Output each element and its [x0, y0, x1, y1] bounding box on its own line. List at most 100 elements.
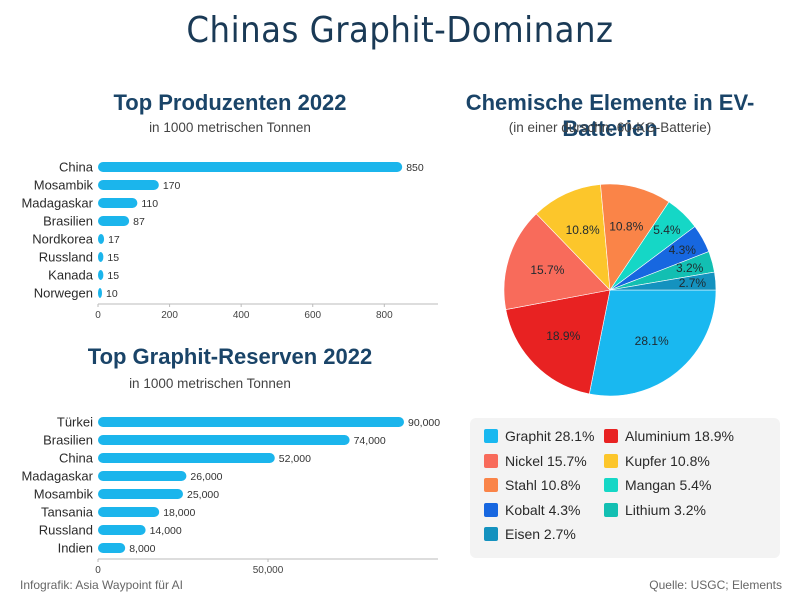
- legend-label: Nickel 15.7%: [505, 452, 587, 469]
- reserves-value-label: 74,000: [354, 435, 386, 447]
- producers-value-label: 170: [163, 180, 181, 192]
- producers-x-tick-label: 200: [161, 310, 178, 321]
- legend-swatch: [484, 453, 498, 468]
- pie-slice-aluminium: [505, 289, 611, 395]
- legend-item-aluminium: Aluminium 18.9%: [604, 428, 734, 444]
- reserves-subtitle: in 1000 metrischen Tonnen: [129, 376, 291, 391]
- producers-category-label: Mosambik: [34, 178, 94, 193]
- legend-item-eisen: Eisen 2.7%: [484, 526, 576, 542]
- battery-title: Chemische Elemente in EV-Batterien: [465, 90, 755, 141]
- producers-category-label: China: [59, 160, 94, 175]
- producers-category-label: Norwegen: [34, 286, 93, 301]
- reserves-value-label: 25,000: [187, 489, 219, 501]
- legend-swatch: [484, 478, 498, 492]
- reserves-category-label: Mosambik: [34, 487, 94, 502]
- reserves-bar: [98, 507, 160, 517]
- legend-item-stahl: Stahl 10.8%: [484, 477, 581, 493]
- producers-title: Top Produzenten 2022: [113, 90, 347, 115]
- pie-slice-label: 5.4%: [653, 223, 681, 237]
- legend-label: Graphit 28.1%: [505, 428, 595, 444]
- reserves-bar: [98, 525, 146, 535]
- legend-label: Kobalt 4.3%: [505, 501, 581, 518]
- reserves-category-label: Tansania: [41, 505, 94, 520]
- reserves-category-label: Russland: [39, 523, 93, 538]
- pie-slice-eisen: [609, 271, 717, 291]
- producers-bar: [98, 180, 159, 190]
- reserves-x-tick-label: 50,000: [253, 565, 284, 576]
- producers-value-label: 87: [133, 216, 145, 228]
- producers-category-label: Nordkorea: [32, 232, 93, 247]
- producers-category-label: Brasilien: [43, 214, 93, 229]
- legend-label: Mangan 5.4%: [625, 477, 712, 493]
- producers-bar: [98, 162, 403, 172]
- reserves-value-label: 52,000: [279, 453, 311, 465]
- reserves-value-label: 26,000: [190, 471, 222, 483]
- pie-slice-label: 28.1%: [635, 334, 669, 348]
- producers-x-tick-label: 600: [304, 310, 321, 321]
- producers-x-tick-label: 800: [376, 310, 393, 321]
- producers-x-tick-label: 0: [95, 310, 101, 321]
- battery-subtitle: (in einer durschn. 60-KG-Batterie): [508, 120, 712, 135]
- reserves-value-label: 90,000: [408, 417, 440, 429]
- producers-bar: [98, 198, 138, 208]
- producers-bar-chart: China 850 Mosambik 170 Madagaskar 110 Brasilie…: [21, 160, 438, 321]
- legend-item-nickel: Nickel 15.7%: [484, 453, 587, 469]
- producers-bar: [98, 234, 105, 244]
- legend-swatch: [484, 502, 498, 517]
- legend-swatch: [604, 478, 618, 492]
- reserves-x-tick-label: 0: [95, 565, 101, 576]
- legend-item-mangan: Mangan 5.4%: [604, 477, 711, 493]
- legend-item-kupfer: Kupfer 10.8%: [604, 453, 710, 469]
- footer-credit: Infografik: Asia Waypoint für AI: [20, 578, 183, 592]
- pie-slice-nickel: [503, 213, 611, 310]
- pie-slice-label: 3.2%: [676, 261, 704, 275]
- legend-label: Aluminium 18.9%: [625, 428, 734, 444]
- producers-value-label: 15: [107, 270, 119, 282]
- legend-swatch: [484, 527, 498, 541]
- pie-slice-label: 10.8%: [609, 219, 643, 233]
- reserves-bar-chart: Türkei 90,000 Brasilien 74,000 China 52,000 Ma…: [21, 415, 440, 577]
- producers-value-label: 850: [406, 162, 424, 174]
- producers-value-label: 110: [141, 198, 158, 210]
- pie-slice-label: 2.7%: [679, 276, 707, 290]
- reserves-bar: [98, 471, 187, 481]
- producers-bar: [98, 252, 104, 262]
- producers-bar: [98, 270, 104, 280]
- pie-slice-label: 4.3%: [669, 243, 697, 257]
- producers-subtitle: in 1000 metrischen Tonnen: [149, 120, 311, 135]
- pie-legend: Graphit 28.1% Aluminium 18.9% Nickel 15.7%…: [470, 418, 780, 558]
- footer-source: Quelle: USGC; Elements: [649, 578, 782, 592]
- pie-slice-label: 15.7%: [530, 263, 564, 277]
- battery-pie-chart: 28.1% 18.9% 15.7% 10.8% 10.8% 5.4% 4.3% 3.2%2.7…: [503, 183, 717, 397]
- reserves-title: Top Graphit-Reserven 2022: [87, 344, 373, 369]
- pie-slice-stahl: [600, 183, 670, 291]
- producers-category-label: Madagaskar: [21, 196, 93, 211]
- reserves-bar: [98, 489, 183, 499]
- reserves-category-label: Madagaskar: [21, 469, 93, 484]
- reserves-value-label: 8,000: [129, 543, 155, 555]
- producers-bar: [98, 216, 130, 226]
- producers-bar: [98, 288, 102, 298]
- pie-slice-label: 10.8%: [566, 223, 600, 237]
- producers-value-label: 10: [106, 288, 118, 300]
- reserves-category-label: Indien: [58, 541, 93, 556]
- legend-label: Kupfer 10.8%: [625, 452, 710, 469]
- legend-swatch: [484, 429, 498, 443]
- producers-x-tick-label: 400: [233, 310, 250, 321]
- reserves-value-label: 14,000: [150, 525, 182, 537]
- reserves-bar: [98, 543, 126, 553]
- legend-label: Eisen 2.7%: [505, 526, 576, 542]
- legend-swatch: [604, 453, 618, 468]
- producers-category-label: Russland: [39, 250, 93, 265]
- producers-category-label: Kanada: [48, 268, 94, 283]
- legend-swatch: [604, 502, 618, 517]
- reserves-category-label: Türkei: [57, 415, 93, 430]
- pie-slice-kupfer: [535, 184, 611, 291]
- reserves-bar: [98, 435, 350, 445]
- page-title: Chinas Graphit-Dominanz: [186, 10, 614, 51]
- pie-slice-label: 18.9%: [546, 329, 580, 343]
- reserves-category-label: Brasilien: [43, 433, 93, 448]
- legend-item-kobalt: Kobalt 4.3%: [484, 502, 581, 518]
- producers-value-label: 15: [107, 252, 119, 264]
- legend-swatch: [604, 429, 618, 443]
